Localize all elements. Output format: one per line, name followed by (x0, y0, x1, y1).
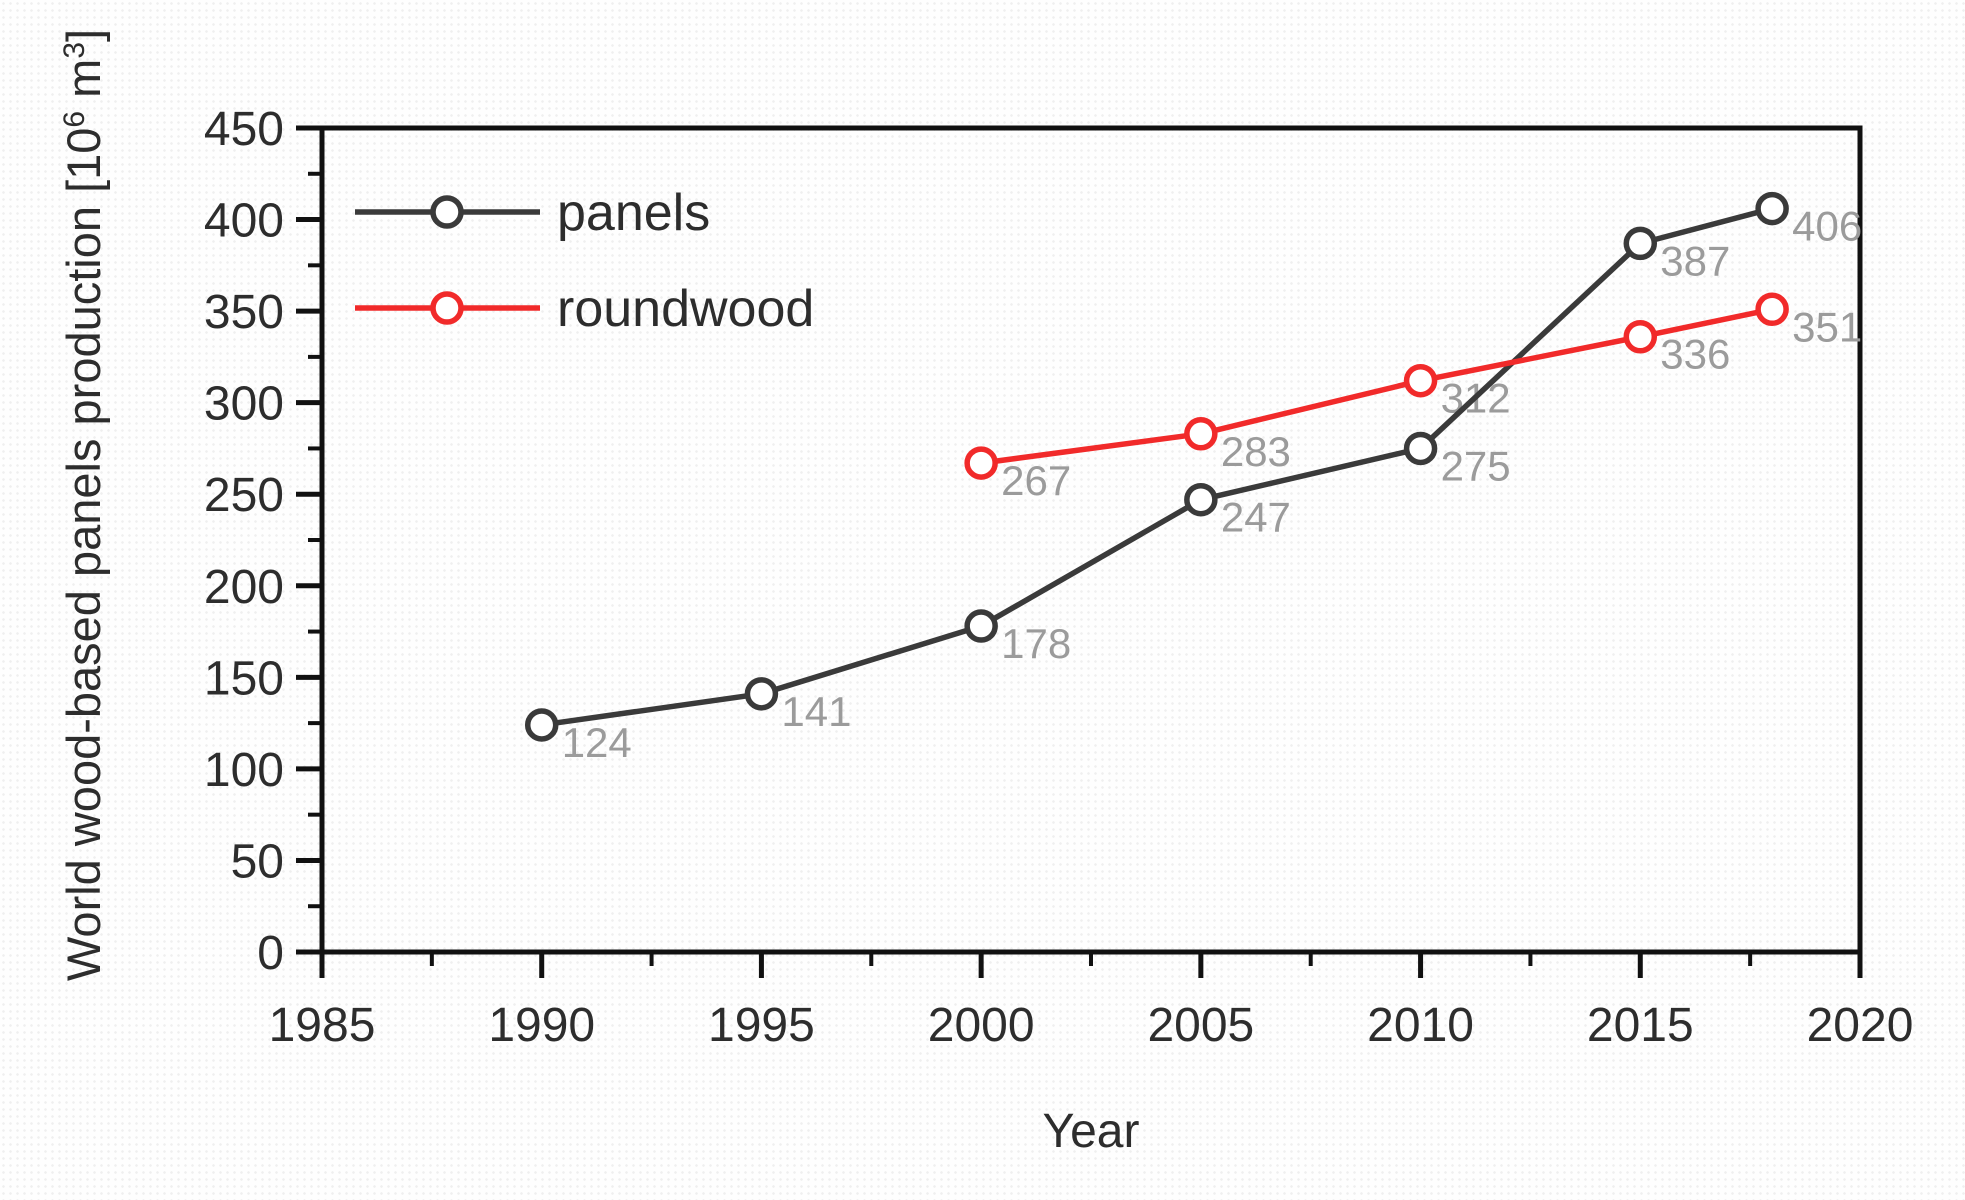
data-point-marker-panels (1755, 191, 1789, 226)
data-point-marker-roundwood (1755, 292, 1789, 327)
data-point-label-panels: 141 (781, 688, 851, 735)
data-point-label-panels: 178 (1001, 620, 1071, 667)
x-tick-label: 2010 (1367, 999, 1474, 1052)
data-point-label-roundwood: 351 (1792, 303, 1862, 350)
data-point-label-roundwood: 283 (1221, 428, 1291, 475)
y-axis-title-part: ] (57, 29, 110, 42)
y-tick-label: 200 (204, 561, 284, 614)
data-point-label-panels: 247 (1221, 494, 1291, 541)
y-axis-title: World wood-based panels production [106 … (57, 29, 110, 981)
y-tick-label: 450 (204, 103, 284, 156)
data-point-marker-panels (744, 677, 779, 711)
data-point-marker-roundwood (1623, 319, 1658, 354)
x-tick-label: 2020 (1807, 999, 1914, 1052)
data-point-label-panels: 275 (1441, 442, 1511, 489)
y-tick-label: 400 (204, 195, 284, 248)
data-point-label-roundwood: 336 (1660, 331, 1730, 378)
y-tick-label: 100 (204, 744, 284, 797)
data-point-marker-panels (524, 708, 559, 742)
y-axis-title-superscript: 3 (58, 42, 91, 59)
x-axis-title: Year (1043, 1105, 1140, 1158)
data-point-marker-panels (964, 609, 998, 643)
data-point-label-panels: 387 (1660, 237, 1730, 284)
x-tick-label: 2015 (1587, 999, 1694, 1052)
data-point-marker-roundwood (1184, 417, 1218, 451)
x-tick-label: 2005 (1147, 999, 1254, 1052)
y-axis-title-superscript: 6 (58, 111, 91, 128)
axis-tick-labels: 1985 1990 1995 2000 2005 2010 2015 2020 0 50 100 15… (204, 103, 1913, 1052)
data-point-label-panels: 406 (1792, 203, 1862, 250)
y-tick-label: 150 (204, 652, 284, 705)
y-tick-label: 50 (231, 835, 284, 888)
y-tick-label: 0 (257, 927, 284, 980)
x-tick-label: 1985 (269, 999, 376, 1052)
data-point-marker-roundwood (964, 446, 998, 480)
x-tick-label: 2000 (928, 999, 1035, 1052)
x-tick-label: 1990 (488, 999, 595, 1052)
data-point-marker-roundwood (1403, 363, 1438, 398)
legend: panels roundwood (355, 184, 814, 338)
legend-label: panels (557, 184, 710, 242)
data-point-label-roundwood: 267 (1001, 457, 1071, 504)
legend-marker-sample (430, 195, 464, 229)
data-point-marker-panels (1623, 226, 1658, 261)
y-tick-label: 300 (204, 378, 284, 431)
y-tick-label: 250 (204, 469, 284, 522)
series-layer (524, 191, 1789, 742)
y-tick-label: 350 (204, 286, 284, 339)
x-tick-label: 1995 (708, 999, 815, 1052)
y-axis-title-part: World wood-based panels production [10 (57, 128, 110, 982)
legend-label: roundwood (557, 280, 814, 338)
data-point-marker-panels (1184, 482, 1218, 517)
data-point-label-panels: 124 (562, 719, 632, 766)
plot-frame (319, 125, 1863, 955)
y-axis-title-part: m (57, 59, 110, 111)
legend-marker-sample (430, 291, 464, 325)
data-point-marker-panels (1403, 431, 1438, 466)
